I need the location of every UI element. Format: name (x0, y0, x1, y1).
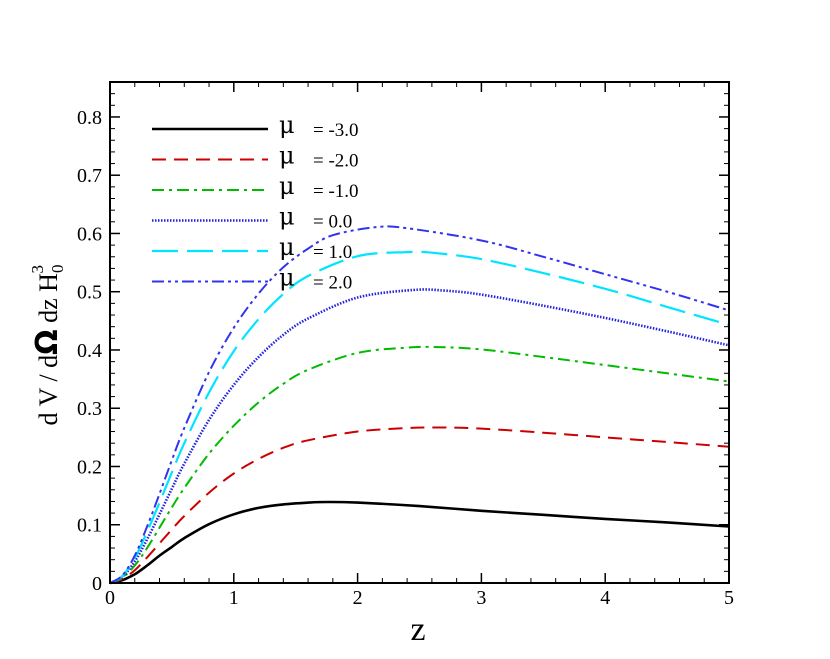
y-tick-label: 0.2 (77, 456, 102, 478)
legend-label: = 1.0 (313, 242, 352, 263)
legend-symbol: μ (279, 264, 295, 292)
legend-symbol: μ (279, 172, 295, 200)
legend-label: = 0.0 (313, 212, 352, 233)
x-tick-label: 4 (600, 587, 610, 609)
legend-symbol: μ (279, 111, 295, 139)
series-line (109, 250, 730, 584)
legend: μ = -3.0 μ = -2.0 μ = -1.0 μ = 0.0 μ = 1.0 μ = 2.0 (152, 111, 359, 294)
y-tick-label: 0.5 (77, 282, 102, 304)
legend-label: = -2.0 (313, 151, 359, 172)
y-axis-title-rest: dz H (34, 273, 63, 330)
y-tick-label: 0.1 (77, 515, 102, 537)
x-tick-label: 5 (724, 587, 734, 609)
legend-label: = 2.0 (313, 273, 352, 294)
legend-symbol: μ (279, 233, 295, 261)
series-line (109, 345, 730, 584)
series-line (109, 225, 730, 584)
axis-ticks: 0 1 2 3 4 5 0 0.1 0.2 0.3 0.4 0.5 0.6 0.7 0.8 (77, 82, 734, 609)
omega-symbol: Ω (30, 329, 65, 355)
series-line (109, 426, 730, 584)
y-axis-title: d V / dΩ dz H03 (28, 265, 67, 426)
legend-symbol: μ (279, 142, 295, 170)
y-tick-label: 0.6 (77, 223, 102, 245)
legend-label: = -3.0 (313, 120, 359, 141)
series-lines (109, 225, 730, 585)
y-axis-title-text: d V / d (34, 355, 63, 426)
x-axis-title: z (410, 611, 425, 648)
legend-symbol: μ (279, 203, 295, 231)
series-line (109, 500, 730, 585)
legend-label: = -1.0 (313, 181, 359, 202)
svg-text:d V / dΩ dz H03: d V / dΩ dz H03 (28, 265, 67, 426)
x-tick-label: 1 (229, 587, 239, 609)
y-tick-label: 0 (92, 573, 102, 595)
x-tick-label: 0 (105, 587, 115, 609)
y-tick-label: 0.4 (77, 340, 102, 362)
y-tick-label: 0.7 (77, 165, 102, 187)
plot-frame (109, 81, 730, 584)
x-tick-label: 3 (476, 587, 486, 609)
x-tick-label: 2 (353, 587, 363, 609)
y-axis-title-subscript: 0 (48, 265, 67, 274)
y-tick-label: 0.8 (77, 107, 102, 129)
series-line (109, 288, 730, 585)
y-tick-label: 0.3 (77, 398, 102, 420)
y-axis-title-superscript: 3 (28, 265, 47, 274)
